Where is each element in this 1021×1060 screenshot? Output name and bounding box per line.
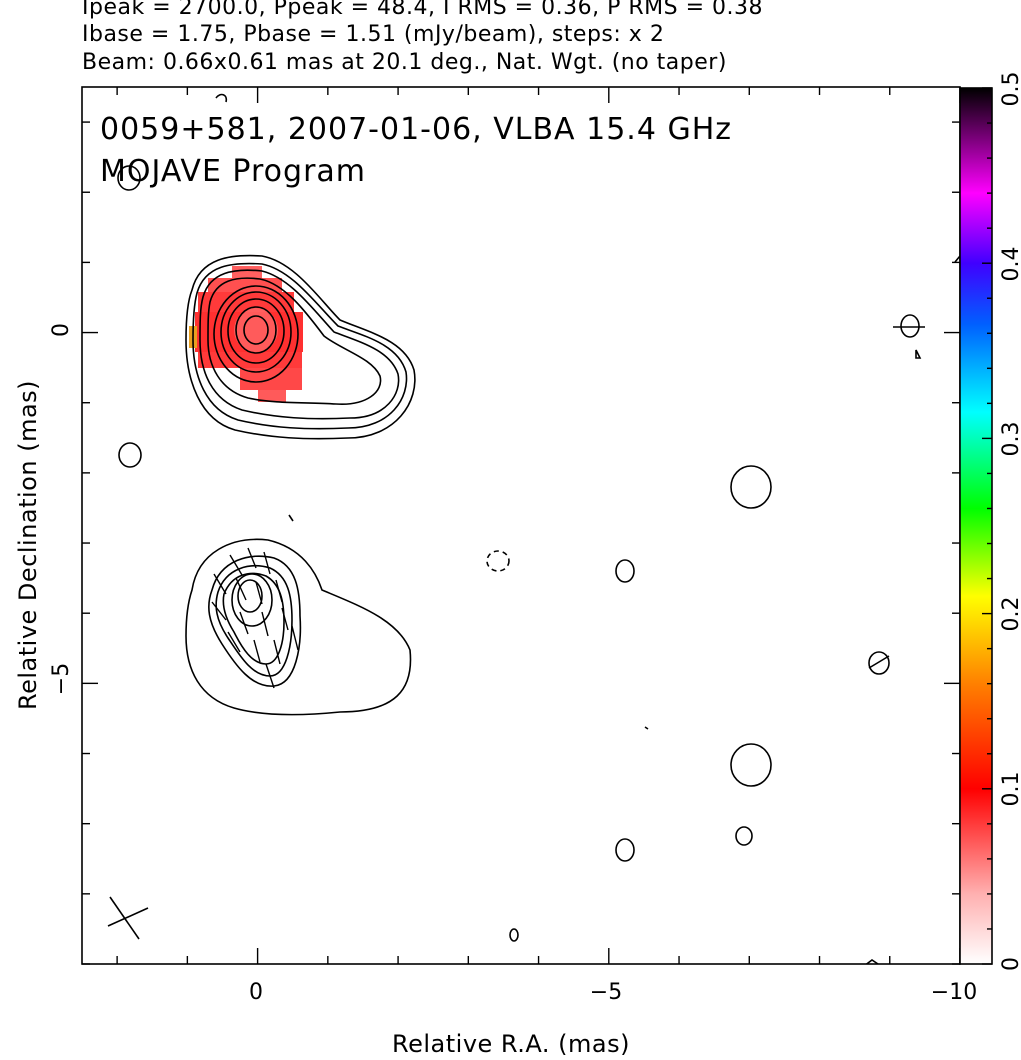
noise-contours xyxy=(117,93,960,964)
header-line-2: Ibase = 1.75, Pbase = 1.51 (mJy/beam), s… xyxy=(82,22,665,47)
beam-marker xyxy=(107,896,149,940)
plot-frame xyxy=(81,86,961,965)
polarization-vectors xyxy=(211,547,299,689)
x-tick-label-minus5: −5 xyxy=(590,980,622,1005)
x-tick-label-0: 0 xyxy=(249,980,263,1005)
chart-title: 0059+581, 2007-01-06, VLBA 15.4 GHz xyxy=(100,112,732,147)
colorbar-label-0.5: 0.5 xyxy=(999,72,1021,107)
negative-contour xyxy=(486,550,510,572)
y-tick-label-minus5: −5 xyxy=(49,663,74,695)
polarization-patch xyxy=(189,266,303,402)
jet-knot-contours xyxy=(185,538,412,716)
header-line-3: Beam: 0.66x0.61 mas at 20.1 deg., Nat. W… xyxy=(82,50,727,75)
colorbar-ticks xyxy=(982,87,992,965)
colorbar-label-0.1: 0.1 xyxy=(999,772,1021,807)
colorbar-frame xyxy=(959,87,993,965)
colorbar xyxy=(960,88,992,964)
header-line-1: Ipeak = 2700.0, Ppeak = 48.4, I RMS = 0.… xyxy=(82,0,763,20)
core-contours xyxy=(185,254,416,440)
y-axis-label: Relative Declination (mas) xyxy=(14,379,42,710)
y-tick-label-0: 0 xyxy=(49,323,74,337)
colorbar-label-0.3: 0.3 xyxy=(999,422,1021,457)
axis-ticks xyxy=(82,87,961,965)
image-layer xyxy=(107,93,960,964)
colorbar-label-0.4: 0.4 xyxy=(999,247,1021,282)
chart-subtitle: MOJAVE Program xyxy=(100,154,367,189)
x-axis-label: Relative R.A. (mas) xyxy=(392,1030,630,1058)
colorbar-label-0: 0 xyxy=(999,957,1021,971)
x-tick-label-minus10: −10 xyxy=(931,980,977,1005)
colorbar-label-0.2: 0.2 xyxy=(999,597,1021,632)
